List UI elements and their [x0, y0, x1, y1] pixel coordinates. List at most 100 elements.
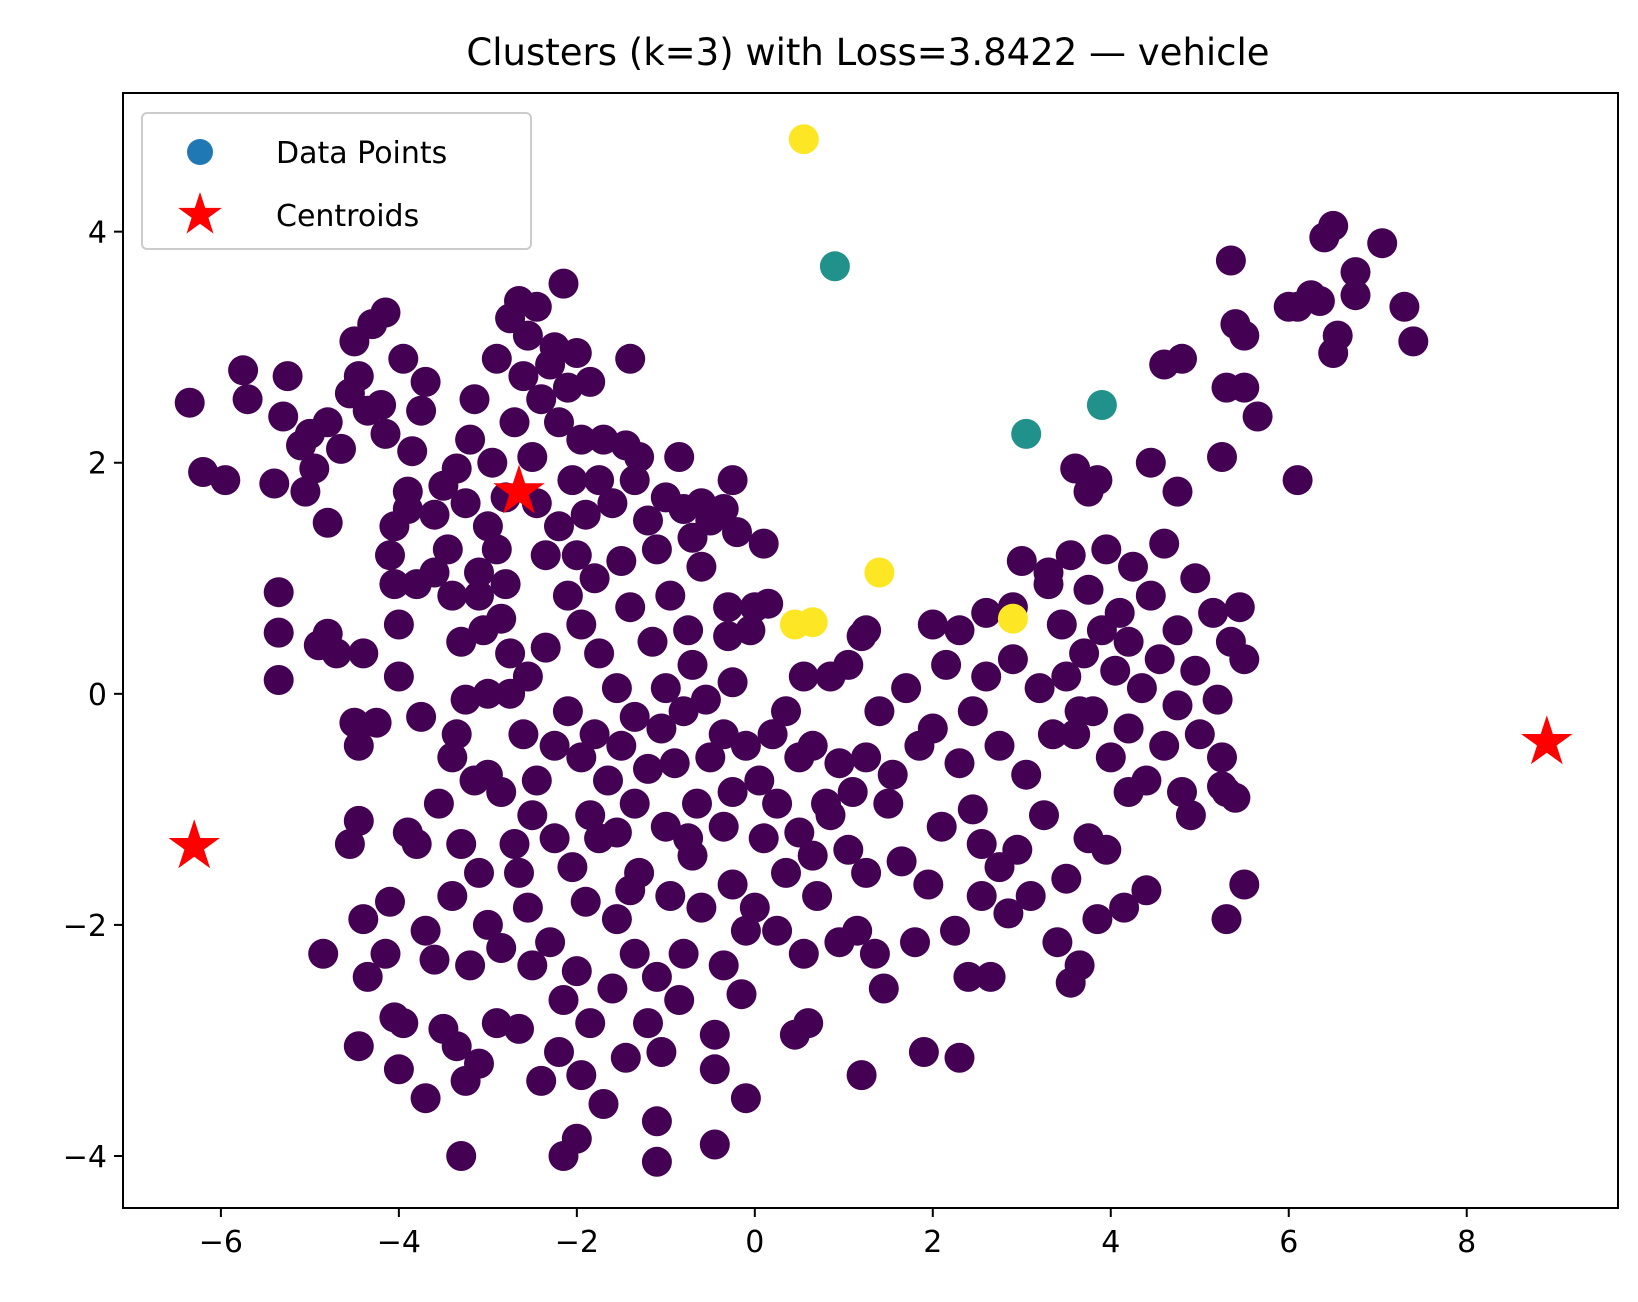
data-point [383, 609, 414, 640]
data-point [370, 297, 401, 328]
data-point [966, 881, 997, 911]
y-tick-label: 0 [88, 678, 107, 713]
data-point [375, 886, 405, 917]
data-point [472, 909, 503, 940]
data-point [1242, 401, 1273, 432]
data-point [530, 540, 561, 571]
data-point [423, 788, 454, 819]
data-point [561, 338, 592, 368]
data-point [1229, 372, 1260, 403]
data-point [730, 915, 761, 946]
data-point [419, 499, 450, 530]
data-point [312, 507, 343, 538]
data-point [410, 915, 441, 946]
data-point [464, 1048, 494, 1079]
data-point [668, 696, 699, 727]
data-point [459, 384, 490, 415]
data-point [615, 343, 646, 374]
data-point [593, 765, 623, 796]
data-point [548, 985, 579, 1015]
data-point [437, 881, 468, 911]
data-point [1318, 210, 1349, 241]
data-point [944, 1042, 975, 1073]
x-tick-label: 8 [1457, 1225, 1476, 1260]
data-point [944, 615, 975, 646]
data-point [272, 361, 303, 392]
data-point [673, 823, 704, 854]
data-point [504, 857, 534, 888]
data-point [877, 759, 908, 790]
data-point [388, 343, 419, 374]
data-point [748, 528, 779, 559]
data-point [1051, 661, 1082, 692]
data-point [1211, 904, 1242, 935]
data-point [499, 829, 530, 859]
data-point [717, 465, 748, 496]
x-tick-label: −2 [555, 1225, 599, 1260]
data-point [526, 1065, 557, 1096]
data-point [1229, 869, 1260, 900]
data-point [1033, 569, 1064, 600]
data-point [699, 1129, 730, 1160]
data-point [1037, 719, 1068, 750]
data-point [730, 730, 761, 761]
data-point [517, 800, 548, 831]
data-point [851, 857, 882, 888]
data-point [228, 355, 259, 386]
data-point [730, 1083, 761, 1114]
data-point [379, 569, 410, 600]
data-point [655, 580, 686, 611]
centroid-marker [168, 819, 220, 869]
data-point [481, 534, 512, 565]
data-point [819, 251, 850, 282]
data-point [997, 603, 1028, 634]
data-point [508, 719, 539, 750]
data-point [312, 407, 343, 438]
data-point [864, 696, 895, 727]
data-point [495, 638, 526, 669]
data-point [263, 577, 294, 608]
data-point [633, 1008, 663, 1039]
data-point [419, 557, 450, 588]
data-point [686, 892, 717, 923]
data-point [753, 588, 784, 619]
data-point [859, 938, 890, 969]
data-point [508, 361, 539, 392]
data-point [788, 661, 819, 692]
data-point [299, 453, 330, 484]
data-point [975, 961, 1006, 992]
data-point [521, 291, 552, 322]
data-point [624, 442, 655, 472]
data-point [1144, 644, 1175, 675]
data-point [1011, 759, 1042, 790]
data-point [1340, 280, 1371, 311]
data-point [784, 817, 815, 848]
data-point [864, 557, 895, 588]
data-point [575, 1008, 606, 1039]
data-point [646, 1037, 677, 1067]
data-point [926, 811, 957, 842]
data-point [917, 713, 948, 744]
legend-marker-data-points [187, 139, 213, 165]
legend-label-centroids: Centroids [276, 199, 419, 234]
data-point [900, 927, 930, 958]
data-point [1082, 904, 1113, 935]
data-point [1113, 626, 1144, 657]
data-point [771, 857, 801, 888]
data-point [268, 401, 299, 432]
data-point [908, 1037, 939, 1067]
data-point [664, 985, 695, 1015]
data-point [1135, 580, 1166, 611]
data-point [588, 1089, 619, 1119]
data-point [446, 1141, 477, 1171]
data-point [401, 829, 432, 859]
data-point [326, 433, 356, 464]
data-point [1069, 638, 1100, 669]
data-point [913, 869, 944, 900]
data-point [579, 563, 610, 594]
data-point [584, 638, 615, 669]
data-point [833, 834, 864, 865]
data-point [1078, 696, 1108, 727]
data-point [1367, 228, 1398, 259]
